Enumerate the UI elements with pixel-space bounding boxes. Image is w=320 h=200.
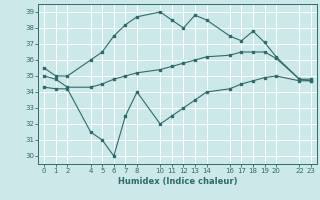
X-axis label: Humidex (Indice chaleur): Humidex (Indice chaleur) [118, 177, 237, 186]
